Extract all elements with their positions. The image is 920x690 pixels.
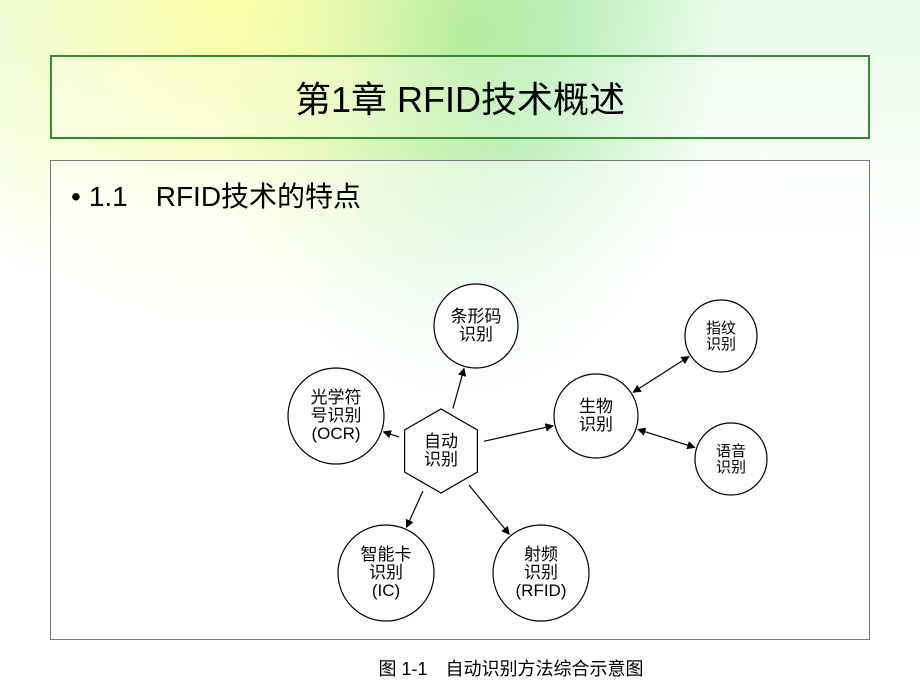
svg-text:(OCR): (OCR) [311,424,360,443]
node-ocr: 光学符号识别(OCR) [288,368,384,464]
node-auto: 自动识别 [405,409,478,493]
svg-text:识别: 识别 [459,325,493,344]
svg-text:条形码: 条形码 [451,307,502,326]
edge-auto-rfid [469,485,509,534]
edge-bio-finger [633,357,689,393]
svg-text:识别: 识别 [369,563,403,582]
svg-text:光学符: 光学符 [311,388,362,407]
svg-text:指纹: 指纹 [706,320,736,337]
svg-text:(RFID): (RFID) [516,581,567,600]
svg-text:生物: 生物 [579,397,613,416]
edge-auto-ocr [383,432,399,437]
svg-text:(IC): (IC) [372,581,400,600]
bullet-line: • 1.1 RFID技术的特点 [71,175,361,215]
svg-text:射频: 射频 [524,545,558,564]
node-barcode: 条形码识别 [434,284,518,368]
bullet-dot-icon: • [71,181,81,212]
bullet-text: 1.1 RFID技术的特点 [89,181,361,212]
edge-auto-barcode [453,368,464,408]
node-bio: 生物识别 [554,374,638,458]
content-box: •1.1 RFID技术的特点 自动识别条形码识别光学符号识别(OCR)智能卡识别… [50,160,870,640]
svg-text:识别: 识别 [579,415,613,434]
diagram-container: 自动识别条形码识别光学符号识别(OCR)智能卡识别(IC)射频识别(RFID)生… [231,241,791,641]
node-finger: 指纹识别 [685,300,757,372]
nodes-layer: 自动识别条形码识别光学符号识别(OCR)智能卡识别(IC)射频识别(RFID)生… [288,284,767,621]
svg-text:识别: 识别 [706,336,736,353]
svg-text:语音: 语音 [716,443,746,460]
edge-bio-voice [638,429,695,447]
svg-text:识别: 识别 [424,450,458,469]
svg-text:识别: 识别 [716,459,746,476]
svg-text:识别: 识别 [524,563,558,582]
title-box: 第1章 RFID技术概述 [50,55,870,139]
slide-title: 第1章 RFID技术概述 [295,71,625,123]
edge-auto-ic [407,491,423,527]
svg-text:自动: 自动 [424,432,458,451]
node-voice: 语音识别 [695,423,767,495]
svg-text:智能卡: 智能卡 [361,545,412,564]
svg-text:号识别: 号识别 [311,406,362,425]
node-rfid: 射频识别(RFID) [493,525,589,621]
diagram-svg: 自动识别条形码识别光学符号识别(OCR)智能卡识别(IC)射频识别(RFID)生… [231,241,791,641]
node-ic: 智能卡识别(IC) [338,525,434,621]
edge-auto-bio [484,426,553,442]
figure-caption: 图 1-1 自动识别方法综合示意图 [231,655,791,681]
